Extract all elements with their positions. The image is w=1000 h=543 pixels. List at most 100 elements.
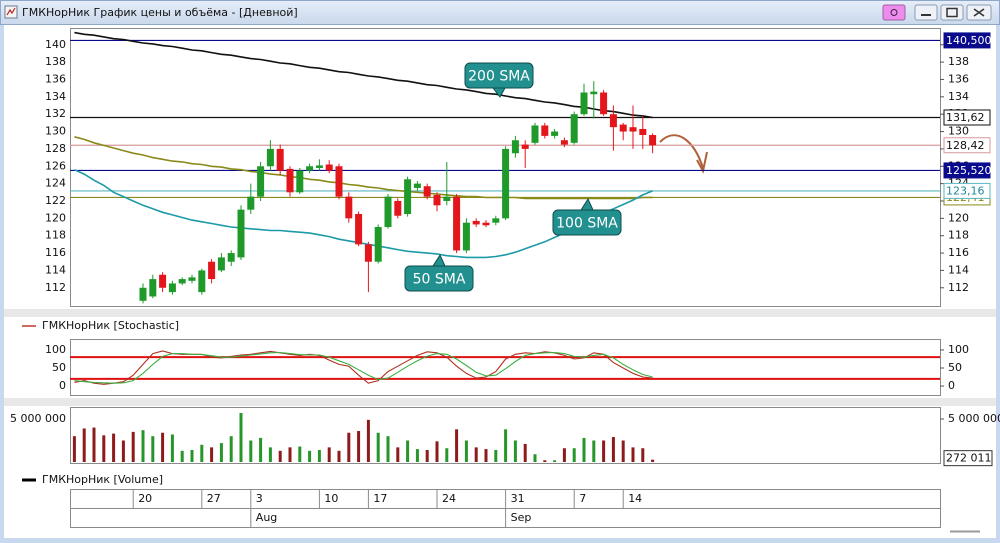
volume-bar xyxy=(366,419,370,462)
volume-bar xyxy=(259,437,263,462)
x-tick-label: 20 xyxy=(138,492,152,505)
volume-bar xyxy=(533,454,537,462)
month-label: Aug xyxy=(256,511,277,524)
price-pane xyxy=(70,28,941,307)
volume-bar xyxy=(347,432,351,462)
price-label: 140,500 xyxy=(946,34,992,47)
candle-body xyxy=(462,222,470,251)
candle-body xyxy=(521,144,529,149)
volume-bar xyxy=(92,427,96,462)
x-tick-label: 7 xyxy=(579,492,586,505)
callout-label: 200 SMA xyxy=(468,69,530,85)
volume-bar xyxy=(141,430,145,462)
callout-box xyxy=(404,265,474,292)
volume-bar xyxy=(592,440,596,462)
candle-body xyxy=(374,227,382,262)
y-tick-label: 134 xyxy=(45,90,66,103)
candle-body xyxy=(384,196,392,228)
x-tick-label: 24 xyxy=(442,492,456,505)
volume-bar xyxy=(513,440,517,462)
y-tick-label: 132 xyxy=(45,107,66,120)
y-tick-label: 124 xyxy=(45,177,66,190)
legend-label: ГМКНорНик [Stochastic] xyxy=(42,319,179,332)
y-tick-label: 100 xyxy=(45,343,66,356)
volume-bar xyxy=(239,412,243,462)
candle-body xyxy=(325,164,333,171)
price-label: 128,42 xyxy=(946,139,985,152)
title-bar xyxy=(0,0,1000,25)
volume-bar xyxy=(72,436,76,462)
price-label-box xyxy=(943,137,991,154)
y-tick-label: 122 xyxy=(45,194,66,207)
volume-bar xyxy=(288,447,292,462)
pin-button[interactable] xyxy=(882,4,906,21)
volume-bar xyxy=(268,447,272,462)
y-tick-label-right: 50 xyxy=(948,361,962,374)
candle-body xyxy=(433,194,441,206)
y-tick-label-right: 112 xyxy=(948,281,969,294)
volume-bar xyxy=(376,432,380,462)
volume-pane xyxy=(70,407,941,464)
volume-bar xyxy=(602,440,606,462)
y-tick-label-right: 134 xyxy=(948,90,969,103)
candle-body xyxy=(639,128,647,136)
volume-bar xyxy=(200,444,204,462)
volume-bar xyxy=(298,446,302,462)
callout-box xyxy=(464,62,534,89)
volume-bar xyxy=(494,449,498,462)
stochastic-line xyxy=(74,351,653,384)
y-tick-label: 136 xyxy=(45,72,66,85)
maximize-button[interactable] xyxy=(940,4,964,21)
y-tick-label-right: 120 xyxy=(948,211,969,224)
minimize-button[interactable] xyxy=(914,4,938,21)
candle-body xyxy=(227,253,235,262)
y-tick-label: 112 xyxy=(45,281,66,294)
price-label-box xyxy=(943,182,991,199)
candle-body xyxy=(296,170,304,193)
y-tick-label-right: 136 xyxy=(948,72,969,85)
candle-body xyxy=(139,287,147,301)
splitter xyxy=(4,398,996,406)
candle-body xyxy=(149,279,157,297)
volume-bar xyxy=(229,436,233,462)
splitter xyxy=(4,309,996,317)
volume-bar xyxy=(474,447,478,462)
y-tick-label-right: 138 xyxy=(948,55,969,68)
y-tick-label-right: 0 xyxy=(948,379,955,392)
y-tick-label: 118 xyxy=(45,229,66,242)
y-tick-label: 114 xyxy=(45,263,66,276)
volume-bar xyxy=(151,436,155,462)
volume-bar xyxy=(112,433,116,462)
client-area xyxy=(4,25,996,538)
volume-bar xyxy=(219,443,223,462)
price-label: 125,520 xyxy=(946,164,992,177)
candle-body xyxy=(306,166,314,171)
volume-bar xyxy=(572,448,576,462)
candle-body xyxy=(609,114,617,128)
x-tick-label: 17 xyxy=(373,492,387,505)
volume-bar xyxy=(582,437,586,462)
candle-body xyxy=(364,244,372,262)
volume-bar xyxy=(131,431,135,462)
y-tick-label: 140 xyxy=(45,38,66,51)
last-value-label: 272 011 xyxy=(946,452,992,465)
volume-bar xyxy=(161,432,165,462)
callout-pointer xyxy=(432,253,446,267)
candle-body xyxy=(570,114,578,143)
candle-body xyxy=(286,168,294,193)
volume-bar xyxy=(435,441,439,462)
candle-body xyxy=(208,261,216,280)
volume-bar xyxy=(553,460,557,462)
candle-body xyxy=(237,209,245,258)
volume-bar xyxy=(415,449,419,462)
volume-bar xyxy=(82,428,86,462)
candle-body xyxy=(178,279,186,284)
volume-bar xyxy=(562,448,566,462)
legend-label: ГМКНорНик [Volume] xyxy=(42,473,163,486)
volume-bar xyxy=(357,431,361,462)
price-label-box xyxy=(943,162,991,179)
candle-body xyxy=(335,166,343,197)
x-tick-label: 31 xyxy=(511,492,525,505)
candle-body xyxy=(502,148,510,219)
candle-body xyxy=(560,140,568,145)
